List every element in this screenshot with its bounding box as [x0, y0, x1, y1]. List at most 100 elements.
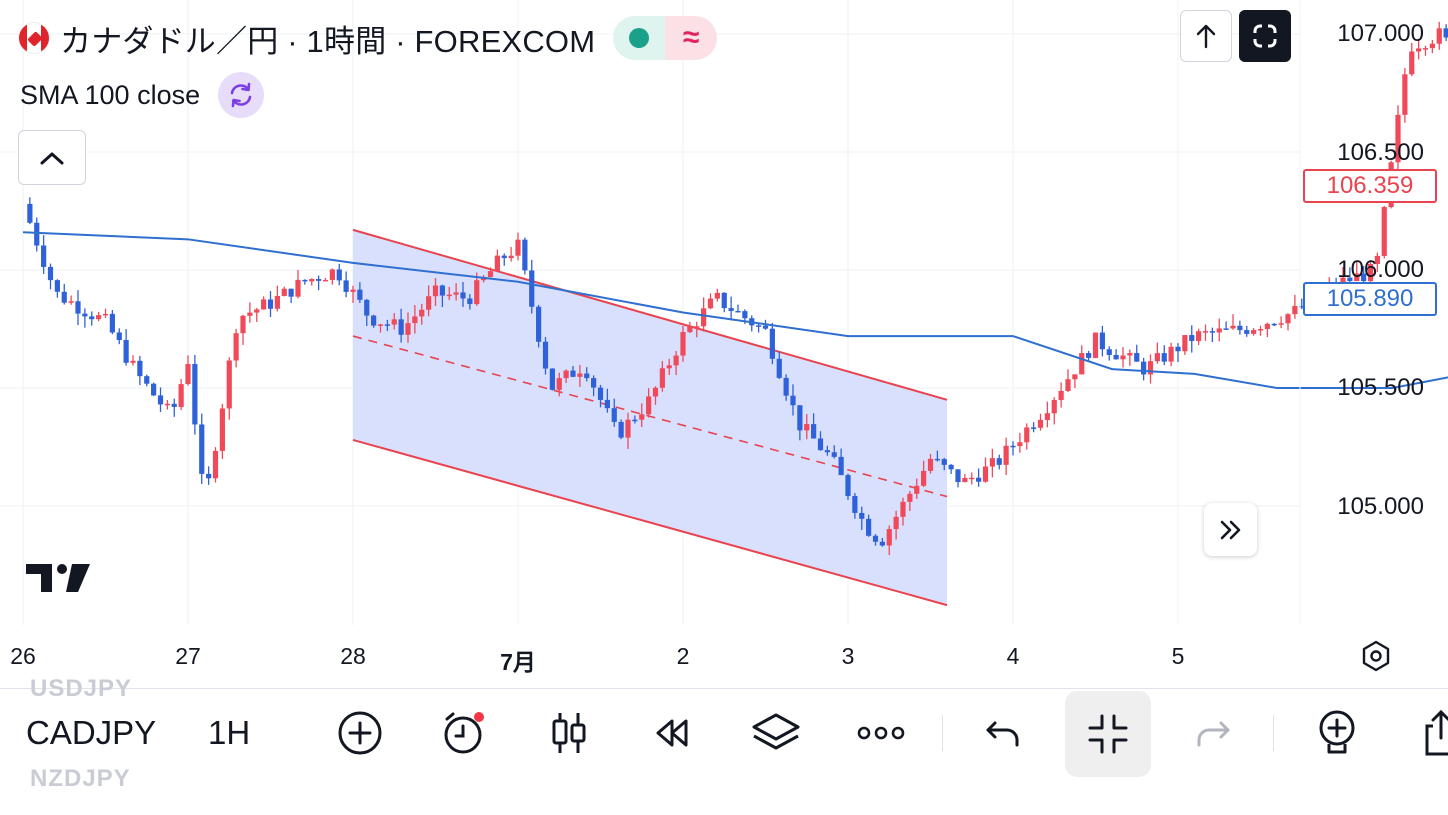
candle-body: [1416, 48, 1422, 52]
fullscreen-button[interactable]: [1239, 10, 1291, 62]
candle-body: [157, 395, 164, 405]
candle-body: [1175, 346, 1181, 352]
sma-price-tag: 105.890: [1303, 282, 1437, 316]
replay-button[interactable]: [644, 705, 700, 761]
time-axis-label: 4: [1006, 643, 1020, 669]
candle-body: [687, 326, 693, 333]
indicator-label[interactable]: SMA 100 close: [20, 79, 201, 110]
share-button[interactable]: [1410, 705, 1448, 761]
candle-body: [494, 255, 500, 272]
candle-body: [1347, 277, 1353, 282]
price-chart[interactable]: [0, 0, 1448, 690]
candle-body: [336, 269, 342, 281]
symbol-legend[interactable]: カナダドル／円 · 1時間 · FOREXCOM ≈: [18, 14, 718, 62]
indicator-legend[interactable]: SMA 100 close: [20, 72, 265, 118]
layers-button[interactable]: [748, 705, 804, 761]
candle-body: [639, 414, 645, 420]
candle-body: [1113, 354, 1119, 360]
chart-settings-button[interactable]: [1356, 636, 1396, 676]
candle-body: [549, 368, 555, 390]
interval-button[interactable]: 1H: [208, 714, 251, 751]
candle-body: [1237, 325, 1243, 331]
arrow-up-icon: [1196, 24, 1216, 49]
candle-body: [343, 280, 349, 292]
candle-body: [542, 341, 549, 369]
chart-area[interactable]: カナダドル／円 · 1時間 · FOREXCOM ≈ SMA 100 close…: [0, 0, 1448, 690]
candle-body: [1120, 355, 1126, 360]
undo-button[interactable]: [975, 705, 1031, 761]
candle-body: [226, 360, 232, 409]
candle-body: [769, 328, 775, 359]
symbol-carousel-next[interactable]: NZDJPY: [30, 765, 131, 792]
candle-body: [1299, 306, 1305, 308]
candle-body: [61, 291, 67, 303]
alert-button[interactable]: [435, 705, 491, 761]
candle-body: [82, 313, 88, 317]
candle-body: [680, 332, 686, 356]
candle-body: [1422, 48, 1429, 50]
candle-body: [1127, 353, 1133, 356]
candle-body: [1257, 328, 1264, 331]
redo-button[interactable]: [1185, 705, 1241, 761]
candle-body: [1010, 445, 1016, 448]
candle-body: [164, 403, 170, 406]
ideas-button[interactable]: [1309, 705, 1365, 761]
more-button[interactable]: [853, 705, 909, 761]
candle-body: [962, 477, 968, 483]
candle-body: [508, 255, 514, 259]
candle-body: [467, 298, 473, 305]
market-status-pill[interactable]: ≈: [613, 16, 718, 60]
candle-body: [1402, 74, 1408, 115]
candle-body: [274, 295, 280, 309]
candle-body: [1251, 330, 1257, 334]
candle-body: [426, 296, 432, 310]
toolbar-divider: [1273, 715, 1274, 751]
delayed-data-icon[interactable]: ≈: [665, 16, 718, 60]
collapse-icon: [1088, 714, 1128, 754]
symbol-button[interactable]: CADJPY: [26, 714, 163, 752]
collapse-legend-button[interactable]: [18, 130, 86, 185]
double-chevron-right-icon: [1220, 520, 1240, 539]
price-axis-label: 106.500: [1337, 139, 1424, 166]
candle-body: [171, 403, 177, 407]
candle-body: [845, 475, 851, 497]
symbol-title[interactable]: カナダドル／円 · 1時間 · FOREXCOM: [60, 23, 596, 59]
candle-body: [756, 325, 762, 327]
scroll-to-realtime-button[interactable]: [1204, 503, 1257, 556]
candle-body: [515, 239, 521, 256]
price-axis-label: 105.000: [1337, 493, 1424, 520]
candle-body: [1409, 51, 1415, 75]
candle-body: [859, 512, 865, 519]
price-axis-label: 107.000: [1337, 20, 1424, 47]
time-axis-label: 3: [841, 643, 855, 669]
candle-body: [89, 316, 95, 320]
candle-body: [1154, 353, 1160, 362]
candle-body: [1147, 361, 1154, 375]
exit-fullscreen-button[interactable]: [1065, 691, 1151, 777]
candle-body: [529, 270, 535, 307]
candle-body: [776, 358, 782, 378]
candle-body: [151, 383, 157, 396]
candle-body: [1244, 330, 1250, 334]
market-open-status[interactable]: [613, 16, 666, 60]
candle-body: [1134, 353, 1140, 362]
time-axis-label: 28: [340, 643, 366, 669]
chart-type-button[interactable]: [541, 705, 597, 761]
indicator-loading-icon[interactable]: [218, 72, 265, 118]
candle-body: [714, 292, 720, 299]
candle-body: [625, 419, 631, 438]
symbol-carousel-prev[interactable]: USDJPY: [30, 675, 133, 702]
candle-body: [377, 324, 384, 326]
candle-body: [267, 299, 274, 309]
candle-body: [144, 376, 150, 384]
candle-body: [364, 299, 370, 316]
candle-body: [398, 319, 404, 335]
candle-body: [1182, 335, 1188, 352]
settings-icon: [1362, 640, 1390, 672]
candle-body: [357, 289, 363, 300]
candle-body: [1230, 325, 1236, 329]
scroll-up-button[interactable]: [1180, 10, 1232, 62]
candle-body: [391, 319, 397, 325]
add-indicator-button[interactable]: [332, 705, 388, 761]
candle-body: [563, 370, 569, 379]
